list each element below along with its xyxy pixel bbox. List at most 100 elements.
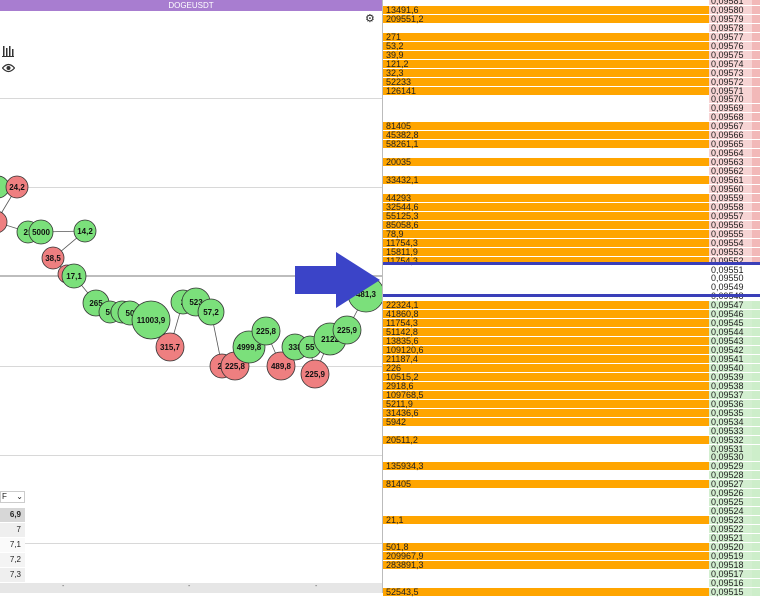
orderbook-row[interactable]: 85058,6 0,09556: [383, 220, 760, 229]
orderbook-row[interactable]: 20511,2 0,09532: [383, 435, 760, 444]
orderbook-row[interactable]: 0,09516: [383, 578, 760, 587]
orderbook-row[interactable]: 109768,5 0,09537: [383, 390, 760, 399]
orderbook-row[interactable]: 271 0,09577: [383, 32, 760, 41]
orderbook-row[interactable]: 15811,9 0,09553: [383, 247, 760, 256]
orderbook-row[interactable]: 0,09528: [383, 471, 760, 480]
orderbook-row[interactable]: 0,09525: [383, 498, 760, 507]
orderbook-row[interactable]: 0,09551: [383, 265, 760, 274]
orderbook-qty: 209551,2: [386, 13, 424, 24]
orderbook-row[interactable]: 5211,9 0,09536: [383, 399, 760, 408]
orderbook-row[interactable]: 32544,6 0,09558: [383, 202, 760, 211]
bubble-chart-panel[interactable]: DOGEUSDT ⚙ 724,2821500014,238,5817,12655…: [0, 0, 382, 593]
orderbook-row[interactable]: 109120,6 0,09542: [383, 346, 760, 355]
orderbook-qty: 45382,8: [386, 130, 419, 141]
orderbook-row[interactable]: 55125,3 0,09557: [383, 211, 760, 220]
orderbook-row[interactable]: 226 0,09540: [383, 363, 760, 372]
time-axis[interactable]: - - -: [0, 583, 382, 593]
orderbook-price: 0,09542: [709, 346, 752, 355]
orderbook-row[interactable]: 209551,2 0,09579: [383, 13, 760, 24]
gear-icon[interactable]: ⚙: [365, 13, 375, 25]
orderbook-row[interactable]: 0,09560: [383, 184, 760, 193]
orderbook-row[interactable]: 0,09581: [383, 0, 760, 6]
orderbook-price: 0,09567: [709, 122, 752, 131]
orderbook-price: 0,09529: [709, 462, 752, 471]
orderbook-row[interactable]: 52543,5 0,09515: [383, 587, 760, 596]
orderbook-row[interactable]: 0,09533: [383, 426, 760, 435]
orderbook-row[interactable]: 32,3 0,09573: [383, 67, 760, 78]
orderbook-row[interactable]: 53,2 0,09576: [383, 41, 760, 50]
orderbook-row[interactable]: 13835,6 0,09543: [383, 337, 760, 346]
qty-bar: [383, 229, 709, 238]
orderbook-row[interactable]: 0,09569: [383, 104, 760, 113]
orderbook-row[interactable]: 20035 0,09563: [383, 158, 760, 167]
orderbook-side-marker: [752, 301, 760, 310]
orderbook-row[interactable]: 22324,1 0,09547: [383, 301, 760, 310]
orderbook-row[interactable]: 0,09524: [383, 507, 760, 516]
orderbook-row[interactable]: 0,09521: [383, 534, 760, 543]
orderbook-row[interactable]: 52233 0,09572: [383, 77, 760, 86]
orderbook-qty: 11754,3: [386, 255, 418, 266]
qty-bar: [383, 355, 709, 363]
trade-bubble: 24,2: [5, 175, 29, 199]
qty-bar: [383, 50, 709, 59]
orderbook-side-marker: [752, 444, 760, 453]
orderbook-row[interactable]: 501,8 0,09520: [383, 542, 760, 551]
orderbook-row[interactable]: 135934,3 0,09529: [383, 462, 760, 471]
orderbook-qty: 39,9: [386, 49, 404, 60]
orderbook-row[interactable]: 0,09570: [383, 95, 760, 104]
orderbook-row[interactable]: 11754,3 0,09545: [383, 319, 760, 328]
orderbook-row[interactable]: 0,09550: [383, 274, 760, 283]
qty-bar: [383, 14, 709, 23]
orderbook-row[interactable]: 0,09517: [383, 569, 760, 578]
orderbook-price: 0,09530: [709, 453, 752, 462]
orderbook-row[interactable]: 21,1 0,09523: [383, 516, 760, 525]
orderbook-row[interactable]: 0,09549: [383, 283, 760, 292]
orderbook-row[interactable]: 13491,6 0,09580: [383, 5, 760, 14]
orderbook-row[interactable]: 51142,8 0,09544: [383, 328, 760, 337]
orderbook-row[interactable]: 81405 0,09567: [383, 121, 760, 132]
orderbook-row[interactable]: 0,09578: [383, 23, 760, 32]
orderbook-row[interactable]: 10515,2 0,09539: [383, 372, 760, 381]
orderbook-row[interactable]: 21187,4 0,09541: [383, 355, 760, 364]
orderbook-row[interactable]: 39,9 0,09575: [383, 49, 760, 60]
orderbook-row[interactable]: 209967,9 0,09519: [383, 551, 760, 560]
trade-bubble: 11003,9: [131, 300, 171, 340]
orderbook-row[interactable]: 0,09530: [383, 453, 760, 462]
bars-icon[interactable]: [2, 45, 14, 57]
orderbook-row[interactable]: 0,09564: [383, 149, 760, 158]
orderbook-row[interactable]: 0,09522: [383, 525, 760, 534]
orderbook-side-marker: [752, 408, 760, 417]
eye-icon[interactable]: [2, 63, 15, 73]
orderbook-row[interactable]: 78,9 0,09555: [383, 229, 760, 238]
orderbook-row[interactable]: 5942 0,09534: [383, 417, 760, 426]
orderbook-qty: 32,3: [386, 67, 404, 78]
orderbook-side-marker: [752, 489, 760, 498]
orderbook-row[interactable]: 0,09568: [383, 113, 760, 122]
orderbook-row[interactable]: 58261,1 0,09565: [383, 140, 760, 149]
orderbook-row[interactable]: 2918,6 0,09538: [383, 381, 760, 390]
orderbook-row[interactable]: 0,09531: [383, 444, 760, 453]
orderbook-row[interactable]: 33432,1 0,09561: [383, 176, 760, 185]
orderbook-row[interactable]: 41860,8 0,09546: [383, 310, 760, 319]
orderbook-row[interactable]: 44293 0,09559: [383, 193, 760, 202]
trade-bubble-label: 225,8: [256, 327, 277, 336]
orderbook-qty: 81405: [386, 121, 412, 132]
orderbook-row[interactable]: 81405 0,09527: [383, 480, 760, 489]
orderbook-side-marker: [752, 319, 760, 328]
orderbook-price: 0,09553: [709, 247, 752, 256]
orderbook-row[interactable]: 11754,3 0,09552: [383, 255, 760, 266]
orderbook-side-marker: [752, 578, 760, 587]
orderbook-row[interactable]: 11754,3 0,09554: [383, 238, 760, 247]
orderbook-side-marker: [752, 337, 760, 346]
orderbook-row[interactable]: 0,09526: [383, 489, 760, 498]
orderbook-row[interactable]: 31436,6 0,09535: [383, 408, 760, 417]
orderbook-row[interactable]: 121,2 0,09574: [383, 59, 760, 68]
orderbook-row[interactable]: 45382,8 0,09566: [383, 130, 760, 141]
orderbook-row[interactable]: 126141 0,09571: [383, 85, 760, 96]
orderbook-qty: 126141: [386, 85, 417, 96]
order-book[interactable]: 0,09581 13491,6 0,09580 209551,2 0,09579 0,09…: [382, 0, 760, 596]
orderbook-price: 0,09524: [709, 507, 752, 516]
filter-select[interactable]: F ⌄: [0, 491, 25, 503]
orderbook-row[interactable]: 283891,3 0,09518: [383, 560, 760, 569]
orderbook-row[interactable]: 0,09562: [383, 167, 760, 176]
